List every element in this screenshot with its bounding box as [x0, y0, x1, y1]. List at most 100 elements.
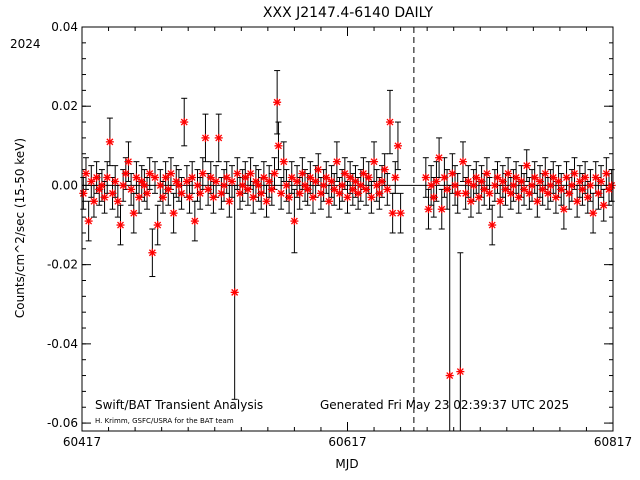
asterisk-stroke	[427, 181, 435, 189]
asterisk-stroke	[117, 221, 124, 229]
data-point	[437, 205, 446, 214]
asterisk-stroke	[608, 181, 616, 189]
asterisk-stroke	[314, 166, 322, 174]
asterisk-stroke	[312, 178, 320, 185]
asterisk-stroke	[220, 181, 228, 189]
data-point	[504, 169, 513, 178]
data-point	[359, 169, 368, 178]
asterisk-stroke	[456, 368, 464, 376]
data-point	[575, 177, 584, 186]
asterisk-stroke	[541, 170, 549, 178]
asterisk-stroke	[547, 181, 555, 189]
data-point	[583, 193, 592, 202]
data-point	[295, 189, 304, 198]
data-point	[466, 197, 475, 206]
data-point	[573, 197, 582, 206]
data-point	[212, 177, 221, 186]
asterisk-stroke	[357, 181, 365, 189]
data-point	[427, 181, 436, 190]
asterisk-stroke	[175, 181, 183, 189]
asterisk-stroke	[515, 193, 523, 201]
data-point	[506, 189, 515, 198]
data-point	[87, 177, 96, 186]
asterisk-stroke	[114, 197, 122, 205]
data-point	[243, 185, 252, 194]
asterisk-stroke	[277, 189, 285, 197]
asterisk-stroke	[122, 170, 130, 178]
data-point	[129, 209, 138, 218]
data-point	[322, 173, 331, 182]
data-point	[290, 217, 299, 226]
asterisk-stroke	[600, 201, 608, 209]
asterisk-stroke	[103, 174, 111, 181]
data-point	[597, 177, 606, 186]
plot-frame	[81, 26, 614, 432]
asterisk-stroke	[544, 189, 552, 197]
asterisk-stroke	[183, 178, 191, 185]
y-tick-label: -0.04	[47, 337, 78, 351]
asterisk-stroke	[301, 181, 309, 189]
asterisk-stroke	[143, 189, 151, 197]
data-point	[132, 173, 141, 182]
asterisk-stroke	[451, 181, 459, 189]
data-point	[274, 141, 283, 150]
asterisk-stroke	[101, 193, 109, 201]
asterisk-stroke	[199, 170, 207, 178]
asterisk-stroke	[557, 185, 565, 193]
asterisk-stroke	[462, 189, 470, 197]
data-point	[277, 189, 286, 198]
data-point	[84, 217, 93, 226]
asterisk-stroke	[336, 189, 343, 197]
data-point	[137, 177, 146, 186]
asterisk-stroke	[539, 185, 547, 193]
data-point	[306, 173, 315, 182]
data-point	[589, 209, 598, 218]
asterisk-stroke	[536, 178, 544, 185]
data-point	[520, 185, 529, 194]
asterisk-stroke	[127, 185, 135, 193]
data-point	[335, 189, 344, 198]
data-point	[338, 181, 347, 190]
chart-title: XXX J2147.4-6140 DAILY	[263, 5, 434, 21]
asterisk-stroke	[586, 181, 594, 189]
asterisk-stroke	[204, 185, 212, 193]
data-point	[188, 173, 197, 182]
asterisk-stroke	[217, 189, 225, 197]
asterisk-stroke	[223, 174, 231, 181]
data-point	[153, 221, 162, 230]
asterisk-stroke	[576, 178, 584, 185]
data-point	[461, 189, 470, 198]
asterisk-stroke	[338, 181, 346, 189]
asterisk-stroke	[352, 178, 359, 185]
data-point	[375, 189, 384, 198]
asterisk-stroke	[391, 174, 399, 181]
asterisk-stroke	[215, 134, 223, 142]
asterisk-stroke	[341, 170, 349, 178]
asterisk-stroke	[154, 221, 162, 229]
asterisk-stroke	[349, 185, 357, 193]
data-point	[233, 169, 242, 178]
data-point	[559, 205, 568, 214]
data-point	[217, 189, 226, 198]
asterisk-stroke	[491, 181, 499, 189]
data-point	[474, 193, 483, 202]
asterisk-stroke	[98, 181, 106, 189]
data-point	[445, 371, 454, 380]
asterisk-stroke	[236, 189, 244, 197]
data-point	[262, 197, 271, 206]
asterisk-stroke	[119, 181, 127, 189]
asterisk-stroke	[432, 178, 440, 185]
data-point	[549, 173, 558, 182]
data-point	[451, 181, 460, 190]
asterisk-stroke	[375, 189, 383, 197]
data-point	[581, 173, 590, 182]
asterisk-stroke	[470, 181, 478, 189]
data-point	[522, 161, 531, 170]
data-point	[512, 173, 521, 182]
data-point	[388, 209, 397, 218]
asterisk-stroke	[333, 158, 341, 166]
asterisk-stroke	[560, 205, 568, 213]
generated-note: Generated Fri May 23 02:39:37 UTC 2025	[320, 398, 569, 412]
asterisk-stroke	[594, 189, 602, 197]
asterisk-stroke	[148, 249, 156, 257]
